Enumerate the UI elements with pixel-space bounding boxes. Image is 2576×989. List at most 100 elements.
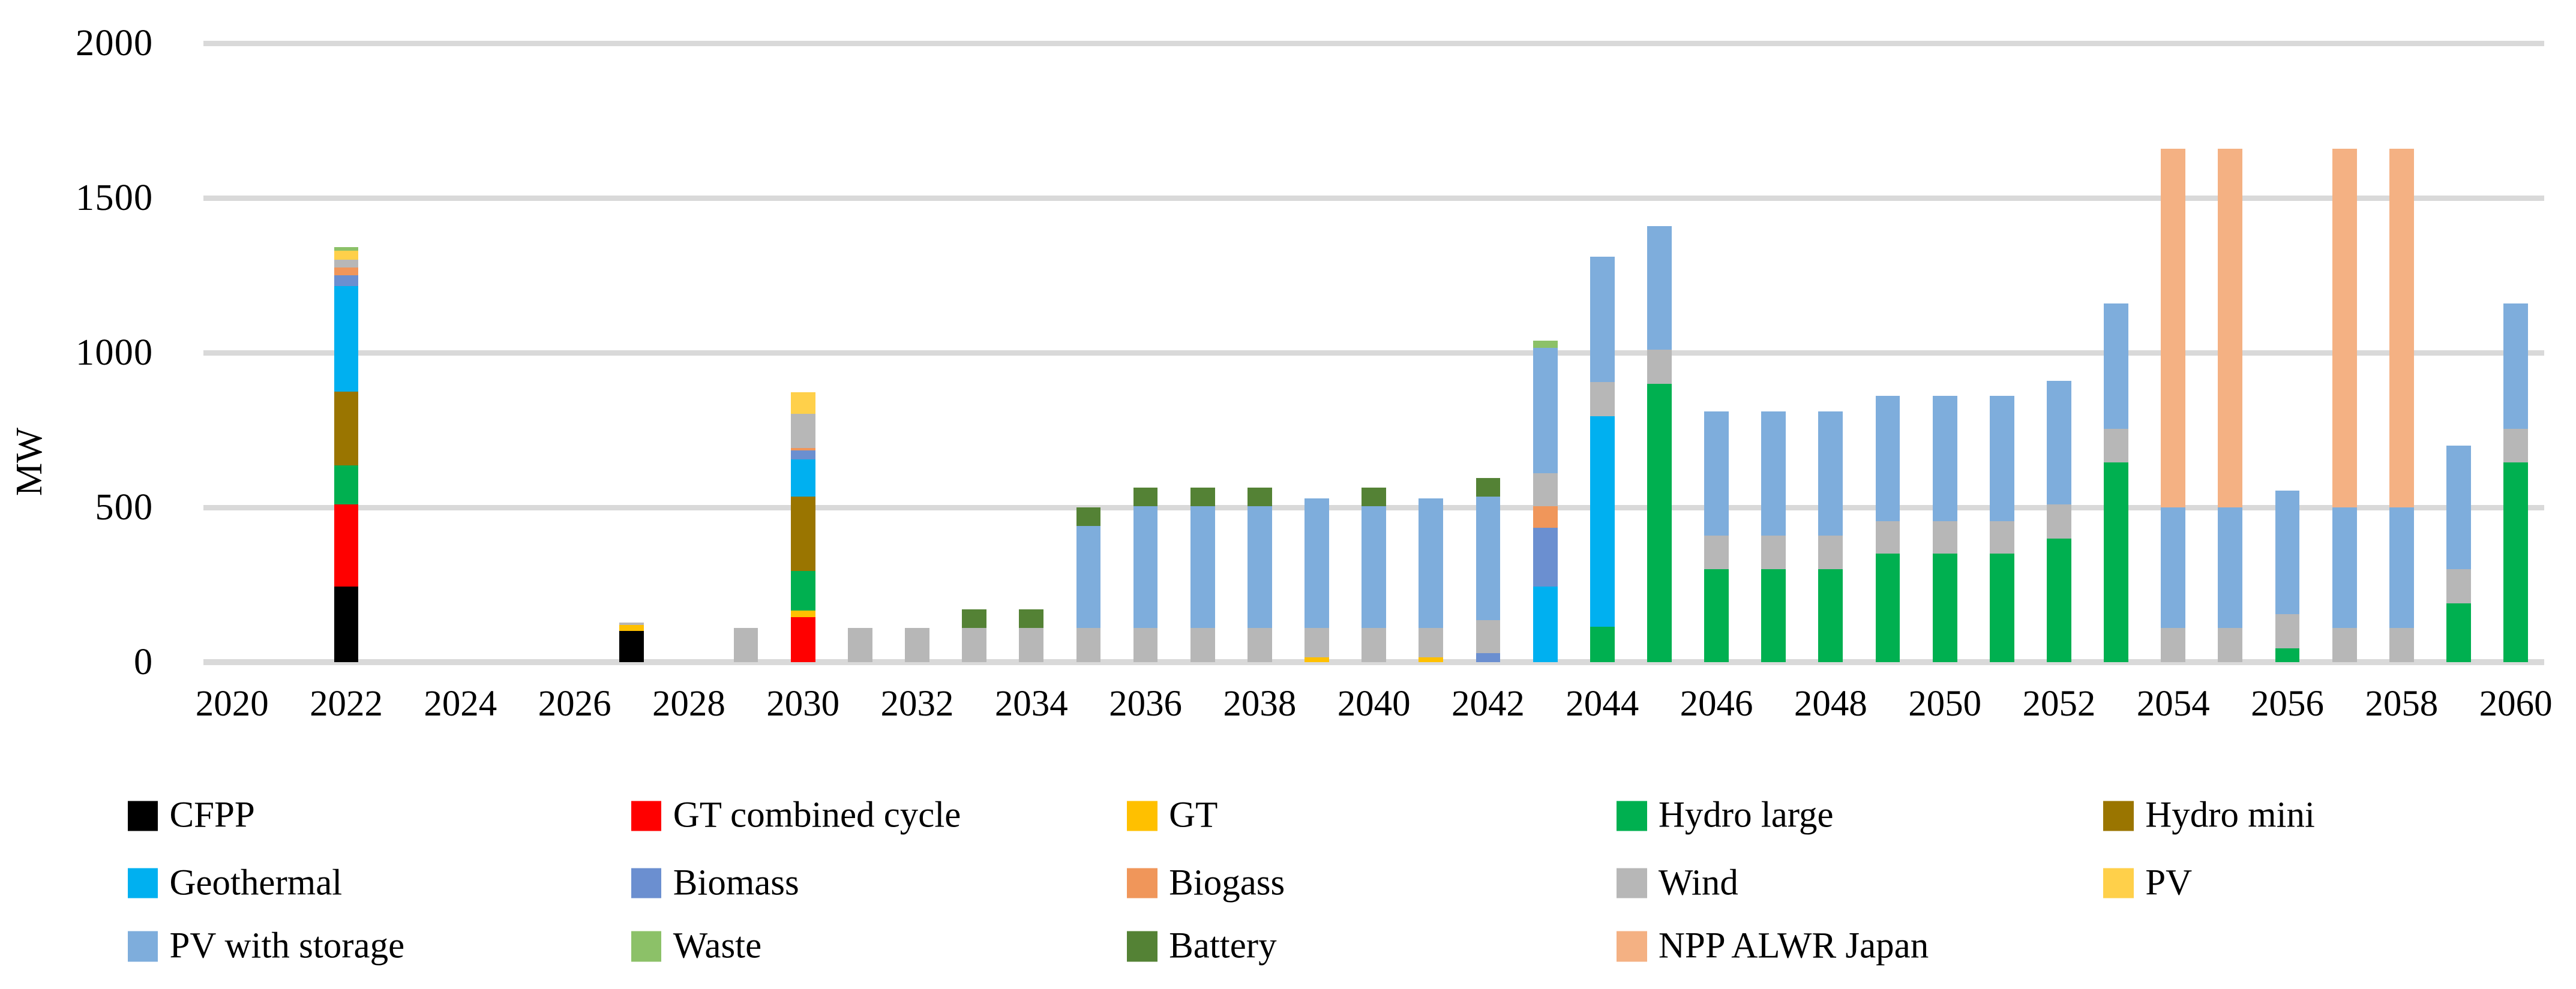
bar-segment-pv-with-storage — [1133, 506, 1158, 629]
bar-segment-wind — [2161, 628, 2186, 663]
bar-2056 — [2275, 490, 2300, 663]
x-tick-label-2054: 2054 — [2136, 683, 2210, 724]
bar-segment-waste — [1533, 340, 1558, 348]
y-axis-title: MW — [9, 428, 50, 497]
bar-2042 — [1476, 478, 1501, 663]
legend-item-waste: Waste — [631, 928, 761, 965]
legend-label-hydro-mini: Hydro mini — [2145, 795, 2315, 835]
bar-segment-pv-with-storage — [1818, 411, 1843, 536]
bar-2059 — [2446, 445, 2471, 663]
bar-segment-pv-with-storage — [1190, 506, 1215, 629]
gridline-1000 — [203, 350, 2545, 356]
x-tick-label-2052: 2052 — [2022, 683, 2096, 724]
bar-segment-wind — [1818, 535, 1843, 570]
legend-item-geothermal: Geothermal — [127, 862, 343, 903]
legend-item-pv: PV — [2103, 864, 2192, 901]
bar-segment-battery — [1133, 487, 1158, 506]
bar-2058 — [2389, 148, 2414, 663]
x-tick-label-2032: 2032 — [880, 683, 954, 724]
bar-2040 — [1362, 487, 1387, 663]
bar-segment-battery — [1190, 487, 1215, 506]
bar-2050 — [1932, 396, 1957, 663]
x-tick-label-2028: 2028 — [652, 683, 725, 724]
bar-segment-biomass — [1533, 527, 1558, 587]
bar-segment-wind — [2446, 569, 2471, 604]
legend-item-biogass: Biogass — [1127, 862, 1285, 903]
bar-segment-wind — [1590, 382, 1615, 416]
legend-item-gt-combined-cycle: GT combined cycle — [631, 797, 961, 834]
legend-swatch-biomass-icon — [631, 868, 662, 898]
bar-2046 — [1704, 411, 1729, 663]
bar-segment-gt — [1305, 657, 1329, 663]
legend-swatch-hydro-mini-icon — [2103, 801, 2134, 831]
bar-2034 — [1019, 609, 1044, 663]
bar-2039 — [1305, 498, 1329, 663]
bar-2057 — [2332, 148, 2357, 663]
legend-label-hydro-large: Hydro large — [1658, 795, 1834, 835]
bar-segment-wind — [1133, 628, 1158, 663]
bar-segment-gt-combined-cycle — [790, 617, 815, 663]
bar-segment-biogass — [790, 447, 815, 450]
bar-segment-pv-with-storage — [2332, 507, 2357, 629]
legend-item-pv-with-storage: PV with storage — [127, 928, 404, 965]
legend-swatch-hydro-large-icon — [1616, 801, 1647, 831]
bar-segment-biomass — [790, 450, 815, 460]
bar-segment-wind — [619, 623, 644, 626]
bar-segment-waste — [334, 247, 359, 251]
bar-segment-pv-with-storage — [1247, 506, 1272, 629]
legend-swatch-battery-icon — [1127, 931, 1157, 962]
bar-segment-battery — [1476, 478, 1501, 497]
legend-label-battery: Battery — [1169, 925, 1277, 966]
x-tick-label-2038: 2038 — [1223, 683, 1297, 724]
gridline-1500 — [203, 195, 2545, 201]
bar-segment-pv-with-storage — [2389, 507, 2414, 629]
bar-segment-hydro-large — [1932, 554, 1957, 663]
legend-label-cfpp: CFPP — [169, 795, 255, 835]
bar-segment-battery — [1076, 507, 1101, 527]
bar-segment-wind — [1989, 521, 2014, 554]
bar-segment-pv — [790, 392, 815, 414]
bar-segment-pv-with-storage — [2275, 490, 2300, 615]
bar-segment-hydro-large — [2104, 462, 2128, 663]
x-tick-label-2060: 2060 — [2479, 683, 2553, 724]
bar-segment-wind — [2218, 628, 2243, 663]
bar-segment-hydro-large — [790, 570, 815, 611]
bar-segment-wind — [905, 628, 929, 663]
x-tick-label-2036: 2036 — [1109, 683, 1183, 724]
legend-label-geothermal: Geothermal — [169, 862, 343, 903]
bar-segment-battery — [962, 609, 987, 629]
bar-segment-gt — [619, 625, 644, 632]
legend-label-biogass: Biogass — [1169, 862, 1285, 903]
legend-swatch-wind-icon — [1616, 868, 1647, 898]
bar-segment-wind — [2389, 628, 2414, 663]
bar-segment-hydro-large — [334, 465, 359, 504]
legend-item-biomass: Biomass — [631, 862, 799, 903]
bar-segment-pv-with-storage — [2104, 303, 2128, 429]
bar-segment-pv-with-storage — [1362, 506, 1387, 629]
bar-segment-biomass — [1476, 653, 1501, 663]
legend-label-biomass: Biomass — [673, 862, 799, 903]
x-tick-label-2058: 2058 — [2365, 683, 2439, 724]
bar-segment-pv-with-storage — [1476, 497, 1501, 621]
x-tick-label-2056: 2056 — [2251, 683, 2324, 724]
bar-segment-wind — [2503, 428, 2528, 463]
bar-segment-hydro-mini — [790, 497, 815, 571]
legend-swatch-gt-icon — [1127, 801, 1157, 831]
x-tick-label-2030: 2030 — [766, 683, 840, 724]
bar-segment-hydro-large — [1875, 554, 1900, 663]
bar-2043 — [1533, 340, 1558, 663]
bar-segment-hydro-large — [1761, 569, 1786, 663]
bar-2029 — [733, 628, 758, 663]
legend-swatch-biogass-icon — [1127, 868, 1157, 898]
legend-swatch-npp-alwr-japan-icon — [1616, 931, 1647, 962]
bar-2045 — [1647, 226, 1672, 663]
legend-swatch-waste-icon — [631, 931, 662, 962]
bar-segment-biogass — [1533, 506, 1558, 528]
bar-segment-gt-combined-cycle — [334, 504, 359, 587]
legend-label-wind: Wind — [1658, 862, 1738, 903]
legend-label-gt: GT — [1169, 795, 1218, 835]
gridline-2000 — [203, 40, 2545, 46]
legend-item-battery: Battery — [1127, 925, 1277, 966]
bar-segment-pv-with-storage — [1647, 226, 1672, 350]
